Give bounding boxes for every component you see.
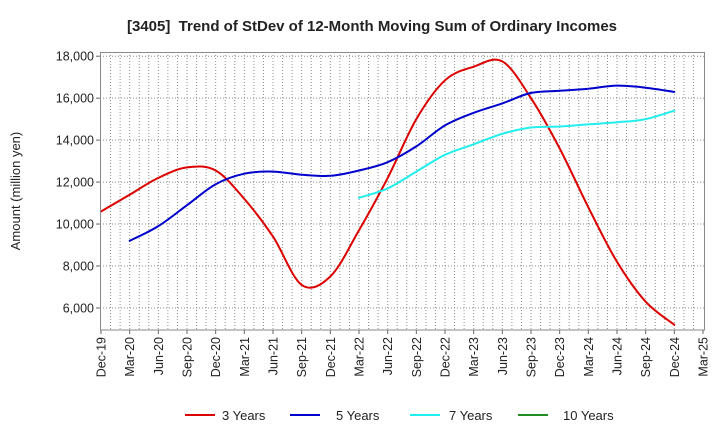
x-tick-label: Dec-24 <box>668 337 682 377</box>
series-line-3-years <box>100 58 676 326</box>
y-tick-label: 6,000 <box>63 301 94 315</box>
legend-item-10-years: 10 Years <box>518 408 614 423</box>
axes: Dec-19 Mar-20 Jun-20 Sep-20 Dec-20 Mar-21 Jun-… <box>56 50 711 378</box>
x-tick-label: Jun-21 <box>267 337 281 375</box>
x-tick-label: Mar-25 <box>697 337 711 377</box>
x-tick-label: Jun-24 <box>611 337 625 375</box>
legend-label: 7 Years <box>449 408 493 423</box>
legend-label: 5 Years <box>336 408 380 423</box>
x-tick-label: Mar-21 <box>238 337 252 377</box>
x-tick-label: Sep-21 <box>295 337 309 377</box>
legend-label: 10 Years <box>563 408 614 423</box>
y-tick-label: 10,000 <box>56 218 94 232</box>
x-tick-label: Mar-22 <box>353 337 367 377</box>
legend-item-3-years: 3 Years <box>185 408 266 423</box>
legend-item-7-years: 7 Years <box>410 408 493 423</box>
x-tick-label: Mar-23 <box>467 337 481 377</box>
x-tick-label: Dec-21 <box>324 337 338 377</box>
y-tick-label: 18,000 <box>56 50 94 64</box>
y-axis-title: Amount (million yen) <box>8 132 23 251</box>
legend: 3 Years 5 Years 7 Years 10 Years <box>185 408 614 423</box>
y-tick-label: 14,000 <box>56 134 94 148</box>
chart-title: [3405] Trend of StDev of 12-Month Moving… <box>127 18 617 35</box>
x-tick-label: Sep-24 <box>639 337 653 377</box>
x-tick-label: Mar-24 <box>582 337 596 377</box>
x-tick-label: Jun-22 <box>381 337 395 375</box>
x-tick-label: Sep-20 <box>181 337 195 377</box>
x-tick-label: Dec-20 <box>209 337 223 377</box>
x-tick-label: Sep-22 <box>410 337 424 377</box>
plot-frame <box>100 52 705 331</box>
x-tick-label: Dec-22 <box>439 337 453 377</box>
x-tick-label: Jun-20 <box>152 337 166 375</box>
plot-series <box>100 58 676 326</box>
y-tick-label: 16,000 <box>56 92 94 106</box>
x-tick-label: Jun-23 <box>496 337 510 375</box>
x-tick-label: Sep-23 <box>525 337 539 377</box>
x-tick-label: Dec-23 <box>553 337 567 377</box>
x-tick-label: Mar-20 <box>123 337 137 377</box>
y-tick-label: 12,000 <box>56 176 94 190</box>
y-tick-label: 8,000 <box>63 260 94 274</box>
series-line-5-years <box>128 84 676 242</box>
grid <box>100 52 705 330</box>
legend-label: 3 Years <box>222 408 266 423</box>
series-line-7-years <box>358 109 676 199</box>
legend-item-5-years: 5 Years <box>290 408 380 423</box>
x-tick-label: Dec-19 <box>95 337 109 377</box>
